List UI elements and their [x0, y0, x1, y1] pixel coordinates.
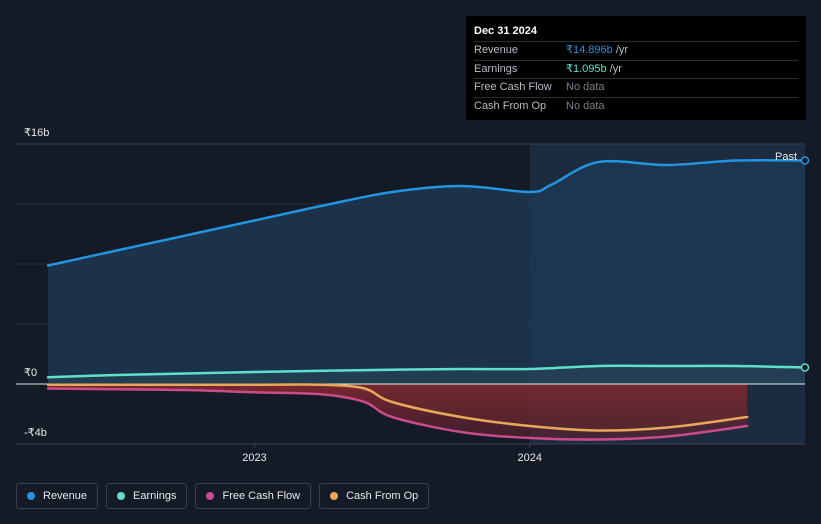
tooltip: Dec 31 2024 Revenue ₹14.896b /yr Earning…: [466, 16, 806, 120]
tooltip-label: Revenue: [474, 44, 519, 56]
legend-dot-icon: [27, 492, 35, 500]
legend-dot-icon: [330, 492, 339, 500]
legend: Revenue Earnings Free Cash Flow Cash Fro…: [16, 483, 430, 509]
tooltip-label: Free Cash Flow: [474, 81, 552, 93]
tooltip-date: Dec 31 2024: [474, 25, 537, 37]
tooltip-value: No data: [566, 81, 605, 93]
earnings-area: [48, 365, 805, 384]
tooltip-row-free-cash-flow: Free Cash Flow No data: [474, 78, 798, 97]
legend-label: Cash From Op: [346, 490, 419, 502]
tooltip-label: Earnings: [474, 62, 518, 75]
tooltip-value: ₹14.896b: [566, 44, 613, 56]
tooltip-unit: /yr: [612, 44, 629, 56]
tooltip-label: Cash From Op: [474, 99, 547, 112]
y-tick-label: ₹16b: [24, 127, 49, 139]
legend-item-free-cash-flow[interactable]: Free Cash Flow: [195, 483, 312, 509]
past-label: Past: [775, 151, 797, 163]
cash-from-op-area: [48, 384, 748, 431]
legend-item-revenue[interactable]: Revenue: [16, 483, 99, 509]
legend-label: Earnings: [133, 490, 177, 502]
tooltip-unit: /yr: [606, 62, 622, 75]
x-tick-label: 2023: [242, 452, 266, 464]
legend-label: Free Cash Flow: [222, 490, 301, 502]
earnings-end-marker: [800, 363, 810, 372]
revenue-line: [46, 158, 807, 267]
legend-item-earnings[interactable]: Earnings: [106, 483, 188, 509]
free-cash-flow-area: [48, 384, 748, 440]
legend-dot-icon: [117, 492, 126, 500]
y-tick-label: ₹0: [24, 367, 37, 379]
legend-label: Revenue: [43, 490, 88, 502]
earnings-line: [46, 364, 807, 379]
tooltip-value: ₹1.095b: [566, 62, 607, 75]
revenue-end-marker: [800, 156, 810, 165]
tooltip-row-earnings: Earnings ₹1.095b /yr: [474, 59, 798, 79]
tooltip-value: No data: [566, 99, 605, 112]
legend-item-cash-from-op[interactable]: Cash From Op: [319, 483, 430, 509]
revenue-area: [48, 160, 805, 384]
legend-dot-icon: [206, 492, 215, 500]
x-tick-label: 2024: [517, 452, 541, 464]
y-tick-label: -₹4b: [24, 427, 47, 439]
cash-from-op-line: [46, 383, 749, 432]
tooltip-row-cash-from-op: Cash From Op No data: [474, 96, 798, 116]
free-cash-flow-line: [46, 387, 749, 441]
tooltip-row-revenue: Revenue ₹14.896b /yr: [474, 41, 798, 60]
